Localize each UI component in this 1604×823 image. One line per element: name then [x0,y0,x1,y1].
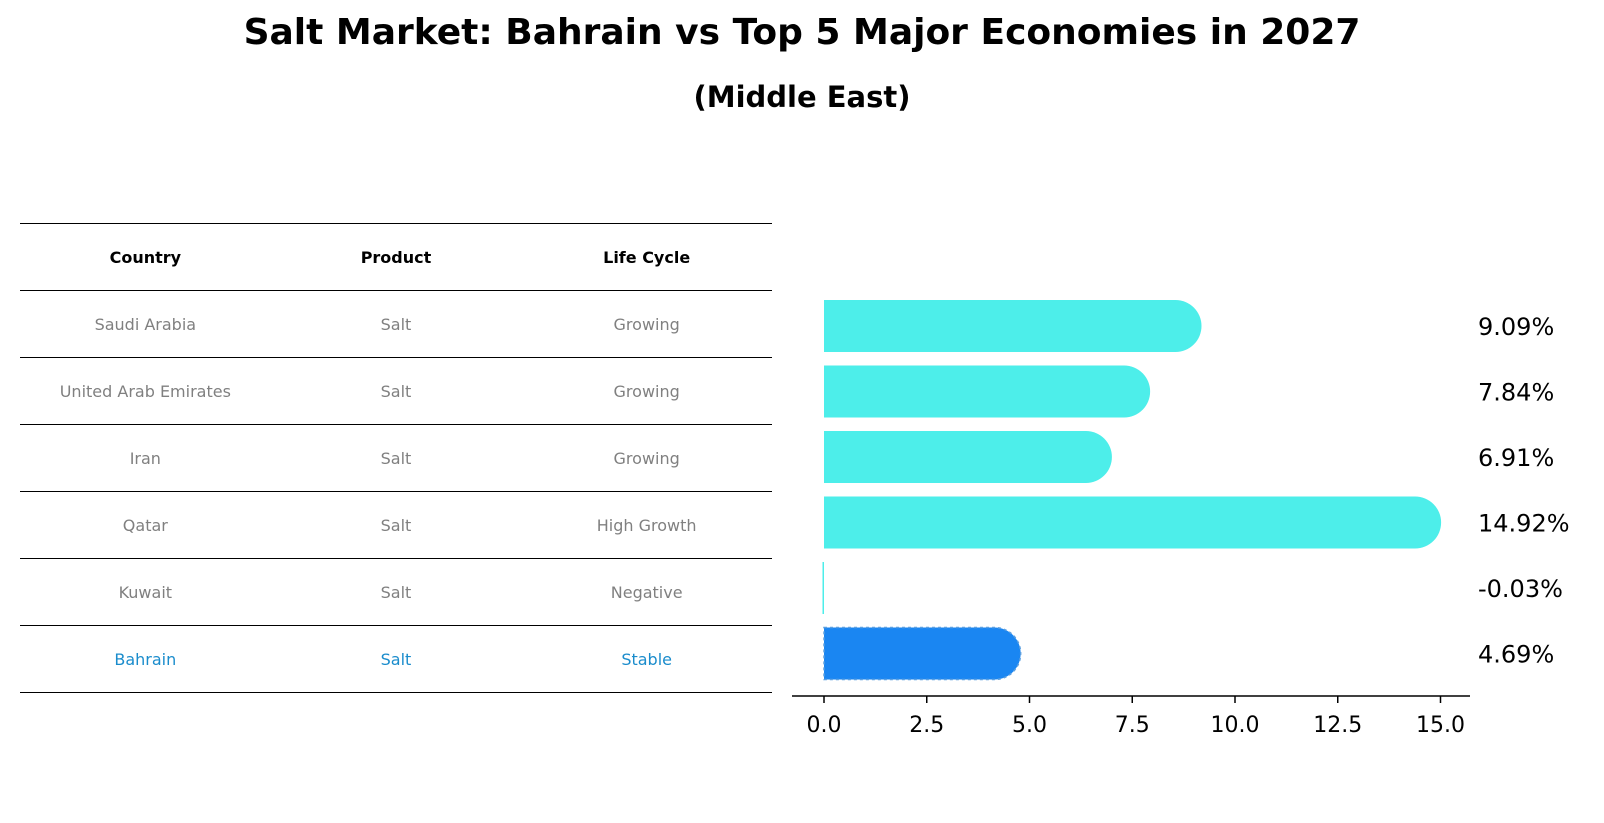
table-row: Kuwait Salt Negative [20,558,772,626]
chart-title: Salt Market: Bahrain vs Top 5 Major Econ… [243,12,1361,53]
table-row: Qatar Salt High Growth [20,491,772,559]
cell-life-cycle: Growing [521,424,772,492]
cell-country: Qatar [20,491,271,559]
header-life-cycle: Life Cycle [521,223,772,291]
bar [824,496,1442,549]
cell-country: Bahrain [20,625,271,693]
table-row: Iran Salt Growing [20,424,772,492]
cell-life-cycle: Stable [521,625,772,693]
cell-country: Saudi Arabia [20,290,271,358]
cell-country: Kuwait [20,558,271,626]
table-header-row: Country Product Life Cycle [20,223,772,291]
value-label: 6.91% [1478,444,1554,472]
cell-product: Salt [270,491,522,559]
comparison-table: Country Product Life Cycle Saudi Arabia … [20,223,772,693]
bar-highlight [823,626,1022,681]
x-tick-label: 2.5 [909,713,944,738]
cell-life-cycle: High Growth [521,491,772,559]
cell-life-cycle: Growing [521,357,772,425]
value-label: -0.03% [1478,575,1563,603]
table-row: Saudi Arabia Salt Growing [20,290,772,358]
bar [824,300,1202,352]
x-tick-label: 15.0 [1416,713,1465,738]
table-row-highlight: Bahrain Salt Stable [20,625,772,693]
table-row: United Arab Emirates Salt Growing [20,357,772,425]
x-tick-label: 10.0 [1211,713,1260,738]
x-tick-label: 5.0 [1012,713,1047,738]
bar [822,562,824,614]
header-country: Country [20,223,271,291]
cell-country: United Arab Emirates [20,357,271,425]
cell-life-cycle: Negative [521,558,772,626]
bar [824,431,1112,483]
value-label: 4.69% [1478,641,1554,669]
cell-product: Salt [270,357,522,425]
value-label: 7.84% [1478,379,1554,407]
bar [824,365,1151,418]
cell-product: Salt [270,290,522,358]
cell-product: Salt [270,625,522,693]
cell-country: Iran [20,424,271,492]
x-tick-label: 7.5 [1115,713,1150,738]
x-tick-label: 12.5 [1313,713,1362,738]
value-label: 14.92% [1478,510,1570,538]
chart-subtitle: (Middle East) [693,80,911,114]
value-label: 9.09% [1478,313,1554,341]
cell-life-cycle: Growing [521,290,772,358]
x-tick-label: 0.0 [807,713,842,738]
header-product: Product [270,223,522,291]
